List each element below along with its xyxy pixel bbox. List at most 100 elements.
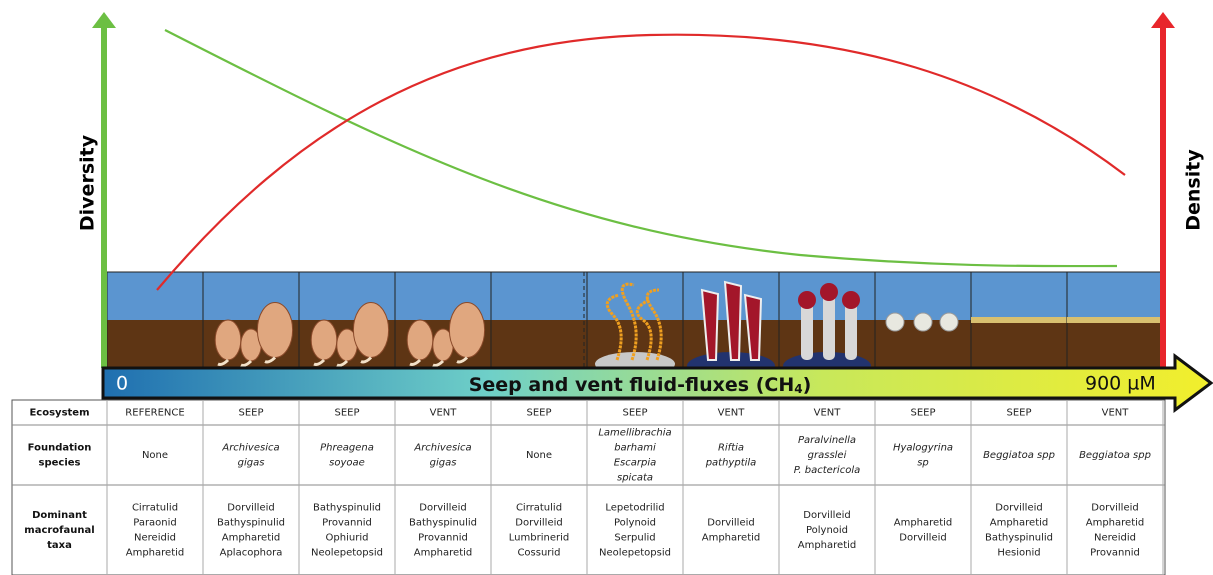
table-cell: Aplacophora [220, 548, 283, 559]
table-cell: Ophiurid [326, 533, 369, 544]
table-cell: SEEP [526, 408, 551, 419]
riftia [700, 288, 720, 361]
table-cell: REFERENCE [125, 408, 184, 419]
alvinellid-plume [798, 291, 816, 309]
bacterial-mat [1067, 317, 1163, 323]
snail [913, 312, 933, 332]
table-cell: P. bactericola [794, 465, 860, 476]
panel-water [491, 272, 587, 320]
table-cell: sp [917, 458, 929, 469]
row-header: Ecosystem [29, 408, 89, 419]
table-cell: barhami [614, 443, 656, 454]
flux-gradient-arrow [101, 353, 1213, 413]
snail [885, 312, 905, 332]
table-cell: Provannid [1090, 548, 1140, 559]
table-cell: Dorvilleid [227, 503, 274, 514]
row-header: taxa [47, 540, 72, 551]
table-cell: soyoae [329, 458, 365, 469]
table-cell: Cirratulid [132, 503, 178, 514]
table-cell: Bathyspinulid [409, 518, 477, 529]
table-cell: Ampharetid [798, 540, 857, 551]
table-cell: Serpulid [614, 533, 655, 544]
table-cell: Neolepetopsid [311, 548, 383, 559]
table-cell: Ampharetid [990, 518, 1049, 529]
gradient-start: 0 [116, 373, 128, 395]
table-cell: Beggiatoa spp [983, 450, 1055, 461]
tubeworm [605, 293, 623, 361]
panel-water [875, 272, 971, 320]
clam-foot [264, 356, 277, 364]
panel-water [587, 272, 683, 320]
table-cell: SEEP [1006, 408, 1031, 419]
table-cell: SEEP [238, 408, 263, 419]
table-cell: SEEP [910, 408, 935, 419]
clam-foot [432, 359, 445, 367]
right-axis-label: Density [1183, 149, 1205, 231]
table-cell: Dorvilleid [1091, 503, 1138, 514]
row-header: Dominant [32, 510, 87, 521]
row-header: species [39, 458, 81, 469]
gradient-label-sub: 4 [794, 382, 802, 396]
table-cell: Archivesica [413, 443, 471, 454]
gradient-label-main: Seep and vent fluid-fluxes (CH [469, 374, 795, 396]
gradient-end: 900 µM [1085, 373, 1156, 395]
table-cell: None [526, 450, 552, 461]
diversity-curve [164, 29, 1118, 268]
table-cell: Beggiatoa spp [1079, 450, 1151, 461]
gradient-label-end: ) [803, 374, 812, 396]
riftia [723, 280, 743, 361]
table-cell: Dorvilleid [995, 503, 1042, 514]
table-cell: Bathyspinulid [313, 503, 381, 514]
table-cell: Riftia [718, 443, 744, 454]
table-cell: Hesionid [997, 548, 1040, 559]
snail [939, 312, 959, 332]
table-cell: Ampharetid [1086, 518, 1145, 529]
table-cell: gigas [238, 458, 265, 469]
panel-sediment [107, 320, 203, 368]
clam-foot [313, 358, 326, 366]
clam-foot [240, 359, 253, 367]
panel-water [107, 272, 203, 320]
clam-foot [409, 358, 422, 366]
table-cell: Dorvilleid [707, 518, 754, 529]
clam [448, 302, 486, 358]
table-cell: SEEP [334, 408, 359, 419]
gradient-label: Seep and vent fluid-fluxes (CH4) [469, 374, 812, 396]
table-cell: Ampharetid [894, 518, 953, 529]
table-cell: Polynoid [614, 518, 656, 529]
table-cell: Bathyspinulid [985, 533, 1053, 544]
table-cell: gigas [430, 458, 457, 469]
tubeworm [620, 282, 638, 361]
density-curve [156, 33, 1126, 291]
clam-foot [336, 359, 349, 367]
tubeworm [635, 298, 653, 361]
panel-water [971, 272, 1067, 320]
clam [352, 302, 390, 358]
left-axis-label: Diversity [77, 134, 99, 231]
riftia [743, 293, 763, 361]
panel-sediment [491, 320, 587, 368]
alvinellid-plume [820, 283, 838, 301]
clam-foot [456, 356, 469, 364]
tubeworm [645, 288, 663, 361]
table-cell: Nereidid [134, 533, 176, 544]
table-cell: Ampharetid [126, 548, 185, 559]
table-cell: Hyalogyrina [893, 443, 953, 454]
table-cell: Bathyspinulid [217, 518, 285, 529]
table-cell: Cossurid [517, 548, 560, 559]
table-cell: pathyptila [705, 458, 757, 469]
table-cell: Neolepetopsid [599, 548, 671, 559]
clam [214, 319, 242, 361]
table-cell: Lumbrinerid [509, 533, 569, 544]
table-cell: VENT [1102, 408, 1130, 419]
table-cell: Dorvilleid [803, 510, 850, 521]
table-cell: Paralvinella [798, 435, 856, 446]
row-header: Foundation [28, 443, 92, 454]
alvinellid-tube [845, 300, 857, 360]
table-cell: Dorvilleid [419, 503, 466, 514]
table-border [11, 399, 1166, 575]
table-cell: Nereidid [1094, 533, 1136, 544]
density-arrow [1151, 12, 1175, 28]
diversity-arrow [92, 12, 116, 28]
